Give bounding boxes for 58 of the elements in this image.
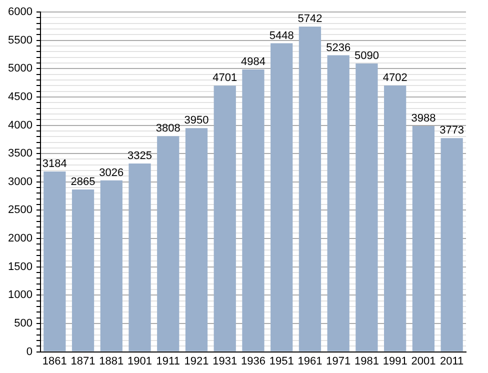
bar — [157, 136, 180, 352]
x-tick-label: 1931 — [212, 355, 238, 368]
y-tick-label: 1500 — [8, 260, 32, 273]
x-tick-label: 1991 — [382, 355, 408, 368]
y-tick-label: 3500 — [8, 148, 32, 160]
data-label: 5742 — [298, 13, 322, 26]
y-tick-label: 500 — [14, 318, 32, 330]
x-tick-label: 1861 — [42, 355, 67, 368]
y-tick-label: 2500 — [8, 204, 32, 216]
y-tick-label: 4000 — [8, 119, 32, 132]
y-tick-label: 5000 — [8, 62, 32, 75]
y-tick-label: 1000 — [8, 289, 32, 302]
x-tick-label: 1901 — [128, 355, 152, 368]
data-label: 4701 — [212, 72, 238, 84]
x-tick-label: 2001 — [411, 355, 436, 368]
data-label: 3026 — [99, 166, 124, 179]
data-label: 4984 — [240, 56, 266, 68]
bar — [72, 190, 94, 352]
y-tick-label: 4500 — [8, 90, 32, 103]
data-label: 5448 — [269, 30, 294, 42]
x-tick-label: 1921 — [184, 355, 209, 368]
bar — [384, 86, 406, 352]
data-label: 3950 — [184, 114, 209, 127]
bar — [128, 163, 151, 352]
y-tick-label: 5500 — [8, 34, 32, 46]
x-tick-label: 1981 — [354, 355, 379, 368]
y-tick-label: 3000 — [8, 176, 32, 188]
bar — [356, 64, 378, 352]
bar — [214, 86, 236, 352]
data-label: 3808 — [156, 122, 180, 135]
bar — [242, 70, 264, 352]
x-tick-label: 1911 — [156, 355, 180, 368]
y-tick-label: 0 — [26, 346, 32, 358]
x-tick-label: 2011 — [440, 355, 464, 368]
data-label: 5090 — [354, 50, 379, 62]
data-label: 3988 — [411, 112, 436, 124]
bar — [327, 55, 350, 352]
bar — [440, 138, 463, 352]
x-tick-label: 1971 — [326, 355, 351, 368]
bar — [298, 26, 322, 352]
data-label: 3773 — [440, 124, 464, 137]
x-tick-label: 1881 — [99, 355, 124, 368]
y-tick-label: 2000 — [8, 232, 32, 245]
data-label: 3184 — [42, 158, 67, 170]
data-label: 3325 — [128, 150, 152, 162]
x-tick-label: 1871 — [70, 355, 96, 368]
bar — [412, 126, 435, 352]
bar — [100, 180, 122, 352]
bar — [270, 43, 293, 352]
bar — [185, 128, 208, 352]
data-label: 2865 — [70, 176, 96, 188]
x-tick-label: 1961 — [298, 355, 322, 368]
x-tick-label: 1936 — [240, 355, 266, 368]
x-tick-label: 1951 — [269, 355, 294, 368]
data-label: 5236 — [326, 42, 351, 54]
data-label: 4702 — [382, 72, 408, 84]
bar — [44, 171, 66, 352]
y-tick-label: 6000 — [8, 6, 32, 18]
